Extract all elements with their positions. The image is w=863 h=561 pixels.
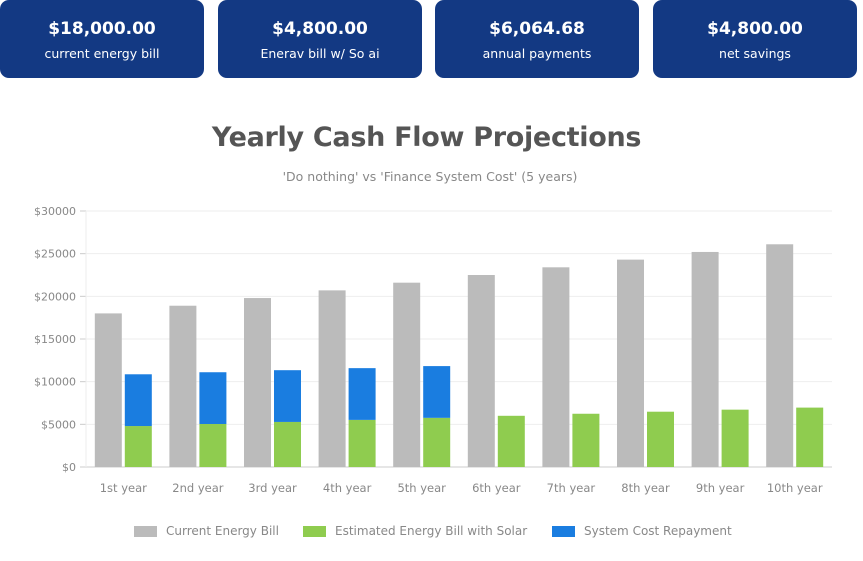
bar-repayment (124, 374, 152, 427)
bar-solar-bill (721, 409, 749, 467)
card-label: annual payments (482, 46, 592, 61)
x-tick-label: 9th year (696, 481, 745, 495)
summary-card-net-savings: $4,800.00 net savings (653, 0, 857, 78)
legend-item-solar-bill[interactable]: Estimated Energy Bill with Solar (303, 524, 527, 538)
x-tick-label: 4th year (323, 481, 372, 495)
bar-current-bill (393, 282, 421, 467)
bar-solar-bill (796, 407, 824, 467)
legend-swatch-gray (134, 525, 157, 537)
summary-card-current-bill: $18,000.00 current energy bill (0, 0, 204, 78)
legend-swatch-green (303, 525, 326, 537)
card-label: Enerav bill w/ So ai (260, 46, 380, 61)
card-amount: $18,000.00 (48, 19, 156, 39)
bar-repayment (274, 370, 301, 422)
chart-title: Yearly Cash Flow Projections (211, 122, 642, 153)
x-tick-label: 2nd year (172, 481, 223, 495)
x-tick-label: 3rd year (248, 481, 297, 495)
bar-solar-bill (647, 411, 674, 467)
bar-repayment (199, 372, 227, 424)
legend-label: System Cost Repayment (584, 524, 732, 538)
legend-item-repayment[interactable]: System Cost Repayment (552, 524, 732, 538)
y-tick-label: $15000 (34, 333, 76, 346)
bar-current-bill (244, 298, 271, 467)
card-amount: $6,064.68 (489, 19, 585, 39)
y-tick-label: $5000 (41, 418, 76, 431)
card-amount: $4,800.00 (707, 19, 803, 39)
cash-flow-chart: $0 $5000 $10000 $15000 $20000 $25000 $30000 1st… (34, 205, 832, 495)
bar-solar-bill (572, 413, 600, 467)
chart-subtitle: 'Do nothing' vs 'Finance System Cost' (5… (282, 169, 578, 184)
x-tick-label: 5th year (397, 481, 446, 495)
bar-current-bill (766, 244, 794, 467)
bar-current-bill (94, 313, 122, 467)
x-tick-label: 6th year (472, 481, 521, 495)
summary-cards: $18,000.00 current energy bill $4,800.00… (0, 0, 863, 80)
bar-solar-bill (199, 423, 227, 467)
bar-repayment (423, 366, 451, 418)
bar-solar-bill (274, 421, 301, 467)
legend-item-current-bill[interactable]: Current Energy Bill (134, 524, 279, 538)
bar-current-bill (691, 251, 719, 467)
bar-solar-bill (497, 415, 525, 467)
summary-card-solar-bill: $4,800.00 Enerav bill w/ So ai (218, 0, 422, 78)
y-tick-label: $0 (62, 461, 76, 474)
bar-solar-bill (348, 419, 376, 467)
y-tick-label: $10000 (34, 376, 76, 389)
legend-label: Current Energy Bill (166, 524, 279, 538)
x-tick-label: 1st year (100, 481, 147, 495)
bar-current-bill (318, 290, 346, 467)
card-label: current energy bill (44, 46, 160, 61)
y-tick-label: $30000 (34, 205, 76, 218)
card-label: net savings (719, 46, 791, 61)
y-tick-label: $25000 (34, 248, 76, 261)
bar-solar-bill (423, 417, 451, 467)
bar-current-bill (617, 259, 644, 467)
x-tick-label: 7th year (547, 481, 596, 495)
legend-swatch-blue (552, 525, 575, 537)
x-tick-label: 8th year (621, 481, 670, 495)
bar-current-bill (169, 305, 197, 467)
summary-card-annual-payments: $6,064.68 annual payments (435, 0, 639, 78)
card-amount: $4,800.00 (272, 19, 368, 39)
bar-repayment (348, 368, 376, 420)
bar-current-bill (467, 275, 495, 467)
chart-legend: Current Energy Bill Estimated Energy Bil… (0, 524, 863, 544)
bar-solar-bill (124, 426, 152, 467)
x-tick-label: 10th year (767, 481, 823, 495)
legend-label: Estimated Energy Bill with Solar (335, 524, 528, 538)
y-tick-label: $20000 (34, 290, 76, 303)
bar-current-bill (542, 267, 570, 467)
